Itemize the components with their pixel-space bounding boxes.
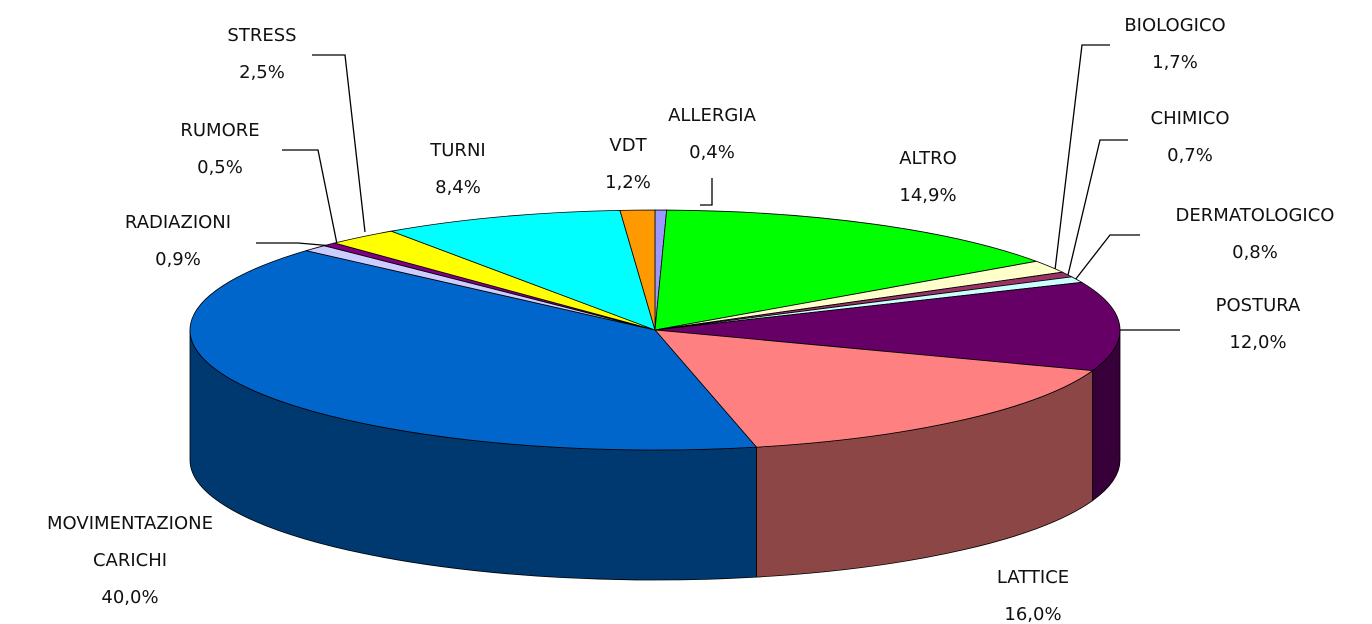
leader-line	[1054, 44, 1110, 271]
value-label: 14,9%	[899, 185, 957, 206]
category-label: ALTRO	[899, 148, 957, 169]
slice-label: MOVIMENTAZIONE CARICHI 40,0%	[45, 505, 215, 616]
category-label: RADIAZIONI	[124, 212, 232, 233]
slice-label: TURNI 8,4%	[338, 132, 578, 206]
slice-label: POSTURA 12,0%	[1138, 287, 1372, 361]
slice-label: ALTRO 14,9%	[808, 140, 1048, 214]
value-label: 12,0%	[1229, 332, 1287, 353]
value-label: 0,7%	[1167, 145, 1213, 166]
category-label: BIOLOGICO	[1124, 15, 1226, 36]
pie-slice	[619, 209, 656, 331]
category-label: POSTURA	[1215, 295, 1301, 316]
value-label: 1,7%	[1152, 52, 1198, 73]
leader-line	[1067, 139, 1128, 276]
leader-lines	[256, 44, 1180, 331]
category-label: MOVIMENTAZIONE CARICHI	[47, 513, 213, 571]
value-label: 0,4%	[689, 142, 735, 163]
slice-label: RADIAZIONI 0,9%	[58, 204, 298, 278]
category-label: RUMORE	[180, 120, 260, 141]
category-label: DERMATOLOGICO	[1175, 205, 1335, 226]
pie-slice	[389, 209, 656, 331]
leader-line	[700, 178, 713, 206]
slice-label: BIOLOGICO 1,7%	[1055, 7, 1295, 81]
category-label: LATTICE	[996, 567, 1070, 588]
pie-slice	[654, 209, 1038, 331]
slice-label: LATTICE 16,0%	[913, 559, 1153, 624]
slices	[189, 209, 1121, 581]
leader-line	[1074, 234, 1140, 281]
slice-label: ALLERGIA 0,4%	[592, 97, 832, 171]
value-label: 40,0%	[101, 587, 159, 608]
leader-line	[282, 149, 338, 245]
category-label: CHIMICO	[1150, 108, 1230, 129]
slice-label: CHIMICO 0,7%	[1070, 100, 1310, 174]
category-label: STRESS	[227, 25, 297, 46]
value-label: 0,9%	[155, 249, 201, 270]
slice-label: STRESS 2,5%	[142, 17, 382, 91]
value-label: 0,8%	[1232, 242, 1278, 263]
pie-slice	[189, 250, 758, 451]
slice-label: RUMORE 0,5%	[100, 112, 340, 186]
pie-slice	[654, 329, 1094, 448]
leader-line	[256, 242, 334, 247]
value-label: 8,4%	[435, 177, 481, 198]
value-label: 2,5%	[239, 62, 285, 83]
category-label: ALLERGIA	[668, 105, 756, 126]
pie-slice	[654, 281, 1121, 372]
slice-label: VDT 1,2%	[508, 127, 748, 201]
category-label: TURNI	[430, 140, 486, 161]
slice-label: DERMATOLOGICO 0,8%	[1135, 197, 1372, 271]
value-label: 0,5%	[197, 157, 243, 178]
leader-line	[312, 54, 366, 233]
value-label: 16,0%	[1004, 604, 1062, 624]
category-label: VDT	[609, 135, 647, 156]
value-label: 1,2%	[605, 172, 651, 193]
